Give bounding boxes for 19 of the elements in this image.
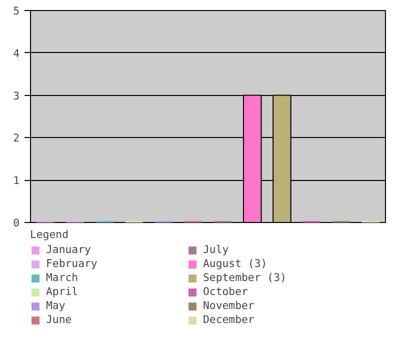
legend-title: Legend	[30, 228, 70, 241]
legend-label: May	[46, 299, 66, 312]
y-tick-label: 5	[13, 4, 20, 18]
legend-label: March	[46, 271, 80, 284]
y-tick-label: 1	[13, 174, 20, 188]
y-tick-label: 2	[13, 132, 20, 145]
legend-label: April	[46, 285, 80, 298]
legend-label: December	[203, 313, 256, 326]
y-tick-label: 3	[13, 89, 20, 102]
legend-label: June	[46, 313, 73, 326]
legend-label: October	[203, 285, 249, 298]
y-tick-label: 4	[13, 46, 20, 60]
legend-label: August (3)	[203, 257, 268, 270]
legend-label: November	[203, 299, 256, 312]
y-tick-label: 0	[13, 216, 20, 230]
legend-label: July	[203, 243, 230, 256]
legend-label: February	[46, 257, 98, 270]
legend-label: January	[46, 243, 92, 256]
legend-label: September (3)	[203, 271, 288, 284]
